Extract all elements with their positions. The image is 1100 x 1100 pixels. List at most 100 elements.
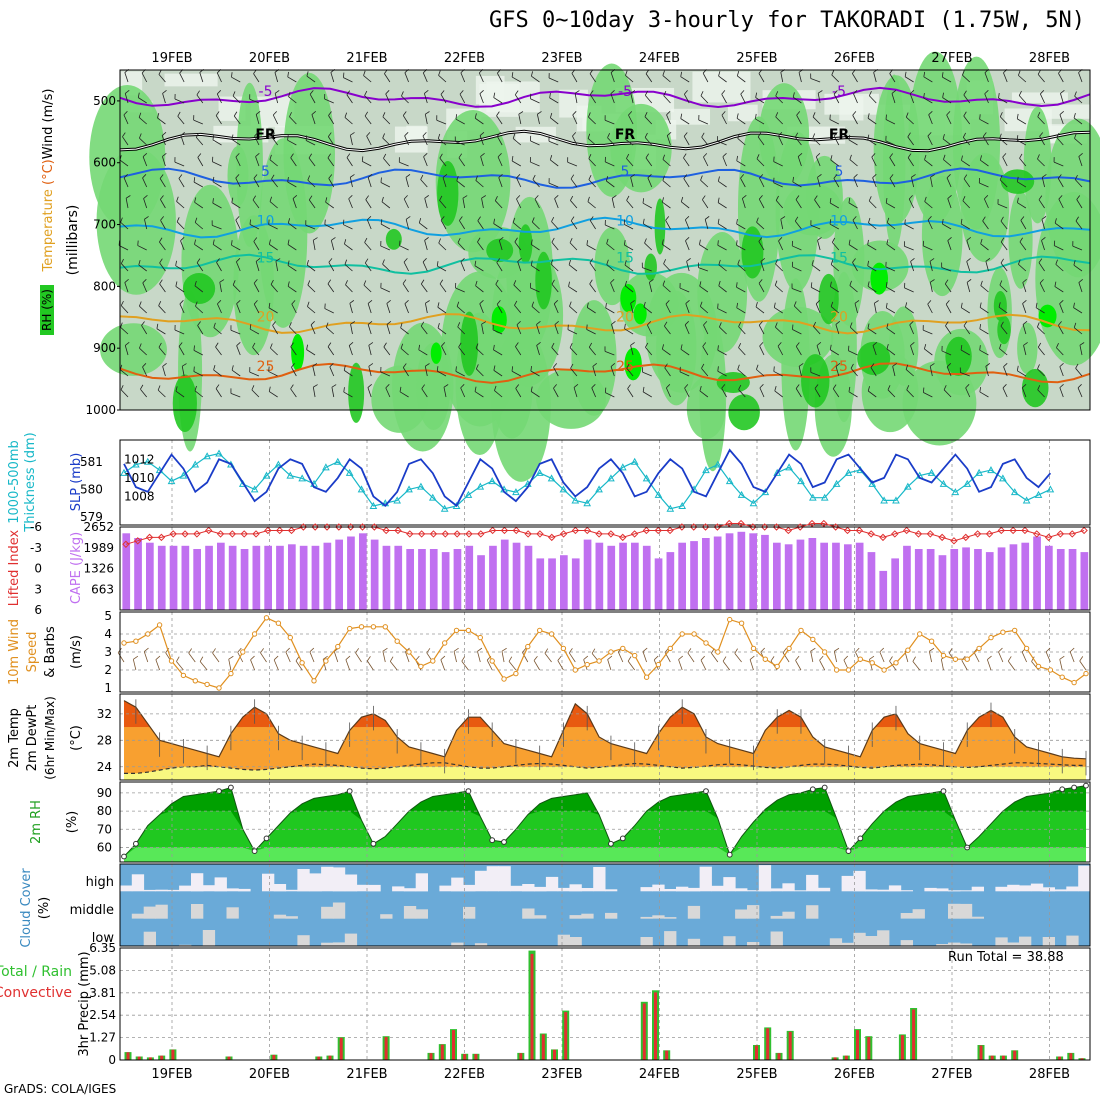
upper-wind-barb (364, 95, 372, 104)
temperature-line (123, 700, 1087, 760)
upper-wind-barb (124, 282, 129, 293)
upper-wind-barb (630, 345, 634, 356)
upper-wind-barb (219, 282, 222, 293)
upper-wind-barb (178, 342, 183, 347)
panel-frame (119, 863, 1091, 947)
upper-wind-barb (212, 244, 222, 251)
upper-wind-barb (736, 282, 738, 288)
surface-wind-barb (607, 655, 613, 660)
cape-bar (536, 558, 545, 610)
upper-wind-barb (717, 244, 727, 251)
thickness-point (749, 499, 758, 507)
upper-wind-barb (853, 177, 858, 188)
upper-wind-barb (1077, 384, 1082, 389)
upper-wind-barb (909, 90, 915, 94)
cloud-cell (569, 937, 582, 946)
upper-wind-barb (829, 344, 832, 350)
upper-wind-barb (493, 349, 503, 356)
thickness-point (975, 468, 983, 476)
cape-tick-label: 1326 (83, 562, 114, 576)
upper-wind-barb (685, 216, 690, 221)
wind-speed-point (418, 663, 424, 670)
upper-wind-barb (848, 134, 851, 140)
upper-wind-barb (887, 389, 896, 398)
upper-wind-barb (567, 161, 578, 167)
wind-speed-point (370, 624, 377, 630)
upper-wind-barb (1000, 241, 1008, 251)
upper-wind-barb (870, 363, 875, 368)
upper-wind-barb (905, 369, 914, 377)
wind-speed-point (964, 656, 970, 662)
upper-wind-barb (364, 90, 368, 96)
thickness-point (440, 504, 449, 512)
rh-high-area (697, 232, 748, 353)
upper-wind-barb (178, 346, 185, 356)
temperature-axis-label: 2m DewPt (25, 705, 40, 772)
upper-wind-barb (125, 342, 130, 346)
upper-wind-barb (419, 222, 428, 230)
thickness-point (393, 496, 402, 504)
upper-wind-barb (1039, 279, 1044, 284)
precip-convective-bar (856, 1030, 859, 1060)
upper-wind-barb (1057, 174, 1062, 179)
upper-wind-barb (569, 301, 572, 307)
upper-wind-barb (722, 156, 727, 167)
upper-wind-barb (947, 240, 952, 251)
lifted-index-line (125, 523, 1085, 545)
upper-wind-barb (607, 133, 611, 138)
cape-bar (619, 542, 627, 610)
surface-wind-barb (544, 648, 549, 654)
upper-wind-barb (644, 90, 649, 96)
lifted-index-point (1080, 526, 1088, 535)
surface-wind-barb (273, 659, 279, 671)
cloud-cell (605, 912, 618, 919)
upper-wind-barb (717, 218, 720, 224)
upper-wind-barb (722, 153, 727, 158)
upper-wind-barb (363, 280, 367, 286)
upper-wind-barb (311, 111, 317, 115)
upper-wind-barb (270, 343, 273, 349)
precip-convective-bar (317, 1056, 321, 1060)
upper-wind-barb (610, 282, 615, 293)
upper-wind-barb (161, 135, 166, 146)
rh-high-area (1017, 322, 1038, 375)
upper-wind-barb (979, 155, 982, 161)
upper-wind-barb (872, 345, 877, 356)
upper-wind-barb (719, 322, 722, 328)
precip-convective-bar (384, 1036, 388, 1060)
upper-wind-barb (140, 388, 148, 398)
rh-extreme-point (1059, 786, 1066, 793)
upper-wind-barb (644, 111, 648, 117)
upper-wind-barb (924, 196, 927, 202)
upper-wind-barb (142, 366, 148, 377)
upper-wind-barb (777, 345, 784, 356)
date-tick-label: 28FEB (1029, 1067, 1070, 1082)
cape-bar (855, 542, 864, 610)
cloud-cell (936, 944, 949, 946)
cloud-cell (865, 889, 878, 892)
upper-wind-barb (439, 157, 447, 167)
upper-wind-barb (683, 136, 690, 146)
upper-wind-barb (624, 138, 634, 146)
precip-convective-bar (979, 1045, 983, 1060)
upper-wind-barb (436, 119, 447, 125)
lifted-index-point (642, 526, 651, 535)
upper-wind-barb (194, 390, 204, 398)
upper-wind-barb (380, 371, 391, 377)
lifted-index-tick-label: 3 (34, 582, 42, 596)
upper-wind-barb (288, 222, 297, 230)
upper-wind-barb (717, 240, 719, 246)
upper-wind-barb (231, 72, 233, 78)
surface-wind-barb (843, 655, 849, 661)
upper-wind-barb (437, 133, 441, 139)
upper-wind-barb (985, 366, 989, 377)
cape-bar (914, 549, 923, 610)
date-tick-label: 27FEB (931, 1067, 972, 1082)
upper-wind-barb (420, 179, 428, 188)
upper-wind-barb (253, 304, 260, 314)
upper-wind-barb (290, 384, 294, 390)
upper-wind-barb (344, 117, 353, 125)
upper-wind-barb (758, 325, 765, 335)
cape-bar (323, 542, 332, 610)
upper-wind-barb (253, 178, 260, 188)
